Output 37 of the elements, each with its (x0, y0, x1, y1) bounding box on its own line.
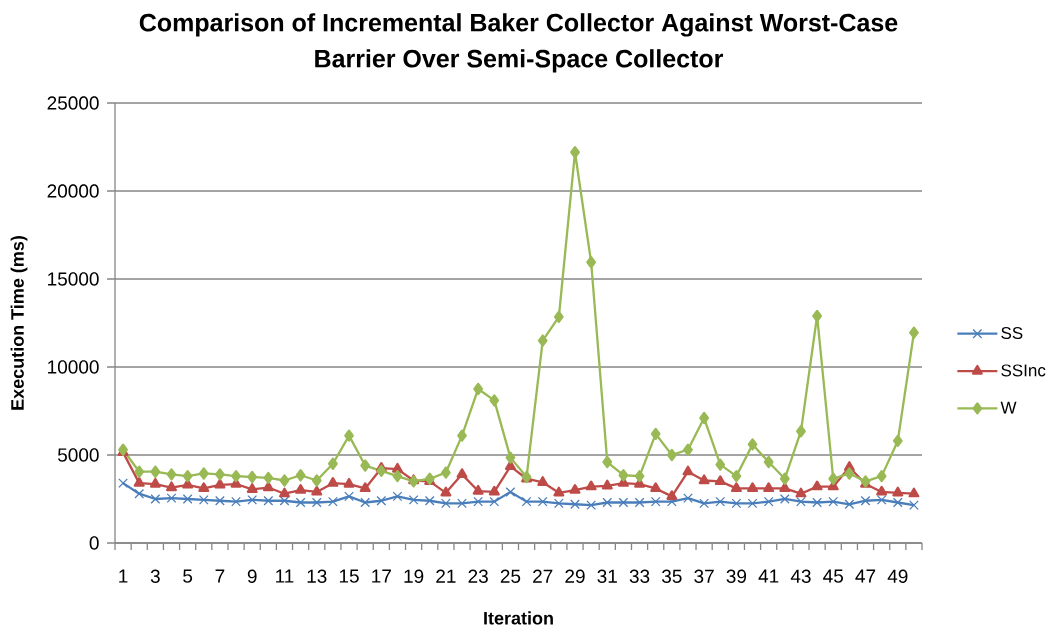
x-tick-label: 1 (119, 569, 128, 583)
x-tick-label: 11 (276, 569, 294, 583)
x-tick-label: 25 (500, 569, 521, 583)
x-tick-label: 37 (694, 569, 714, 583)
x-tick-label: 23 (468, 569, 488, 583)
x-tick-label: 7 (215, 569, 225, 583)
x-tick-label: 17 (372, 569, 391, 583)
x-tick-label: 9 (247, 569, 257, 583)
x-axis-title: Iteration (484, 611, 553, 625)
legend-label: SSInc (1001, 364, 1046, 377)
y-tick-label: 10000 (48, 360, 99, 374)
y-tick-label: 5000 (57, 448, 99, 462)
chart-title: Comparison of Incremental Baker Collector Against Worst-Case Barrier Over Semi-Space Collector (139, 13, 898, 73)
y-tick-label: 15000 (48, 272, 99, 286)
x-tick-label: 39 (726, 569, 747, 583)
x-tick-label: 3 (150, 569, 160, 583)
y-tick-label: 0 (89, 536, 99, 550)
x-tick-label: 33 (629, 569, 650, 583)
legend-label: W (1000, 401, 1017, 414)
x-tick-label: 13 (307, 569, 327, 583)
x-tick-label: 15 (339, 569, 359, 583)
x-tick-label: 49 (887, 569, 908, 583)
x-tick-label: 21 (436, 569, 456, 583)
y-tick-label: 25000 (47, 96, 99, 110)
x-tick-label: 27 (533, 569, 553, 583)
y-tick-label: 20000 (47, 184, 99, 198)
x-tick-label: 41 (758, 569, 779, 583)
x-tick-label: 45 (823, 569, 843, 583)
x-tick-label: 35 (661, 569, 682, 583)
x-tick-label: 29 (565, 569, 585, 583)
legend-label: SS (1001, 327, 1023, 340)
x-tick-label: 31 (597, 569, 617, 583)
y-axis-title: Execution Time (ms) (10, 236, 28, 410)
x-tick-label: 19 (404, 569, 424, 583)
x-tick-label: 43 (790, 569, 811, 583)
x-tick-label: 5 (183, 569, 193, 583)
x-tick-label: 47 (855, 569, 876, 583)
